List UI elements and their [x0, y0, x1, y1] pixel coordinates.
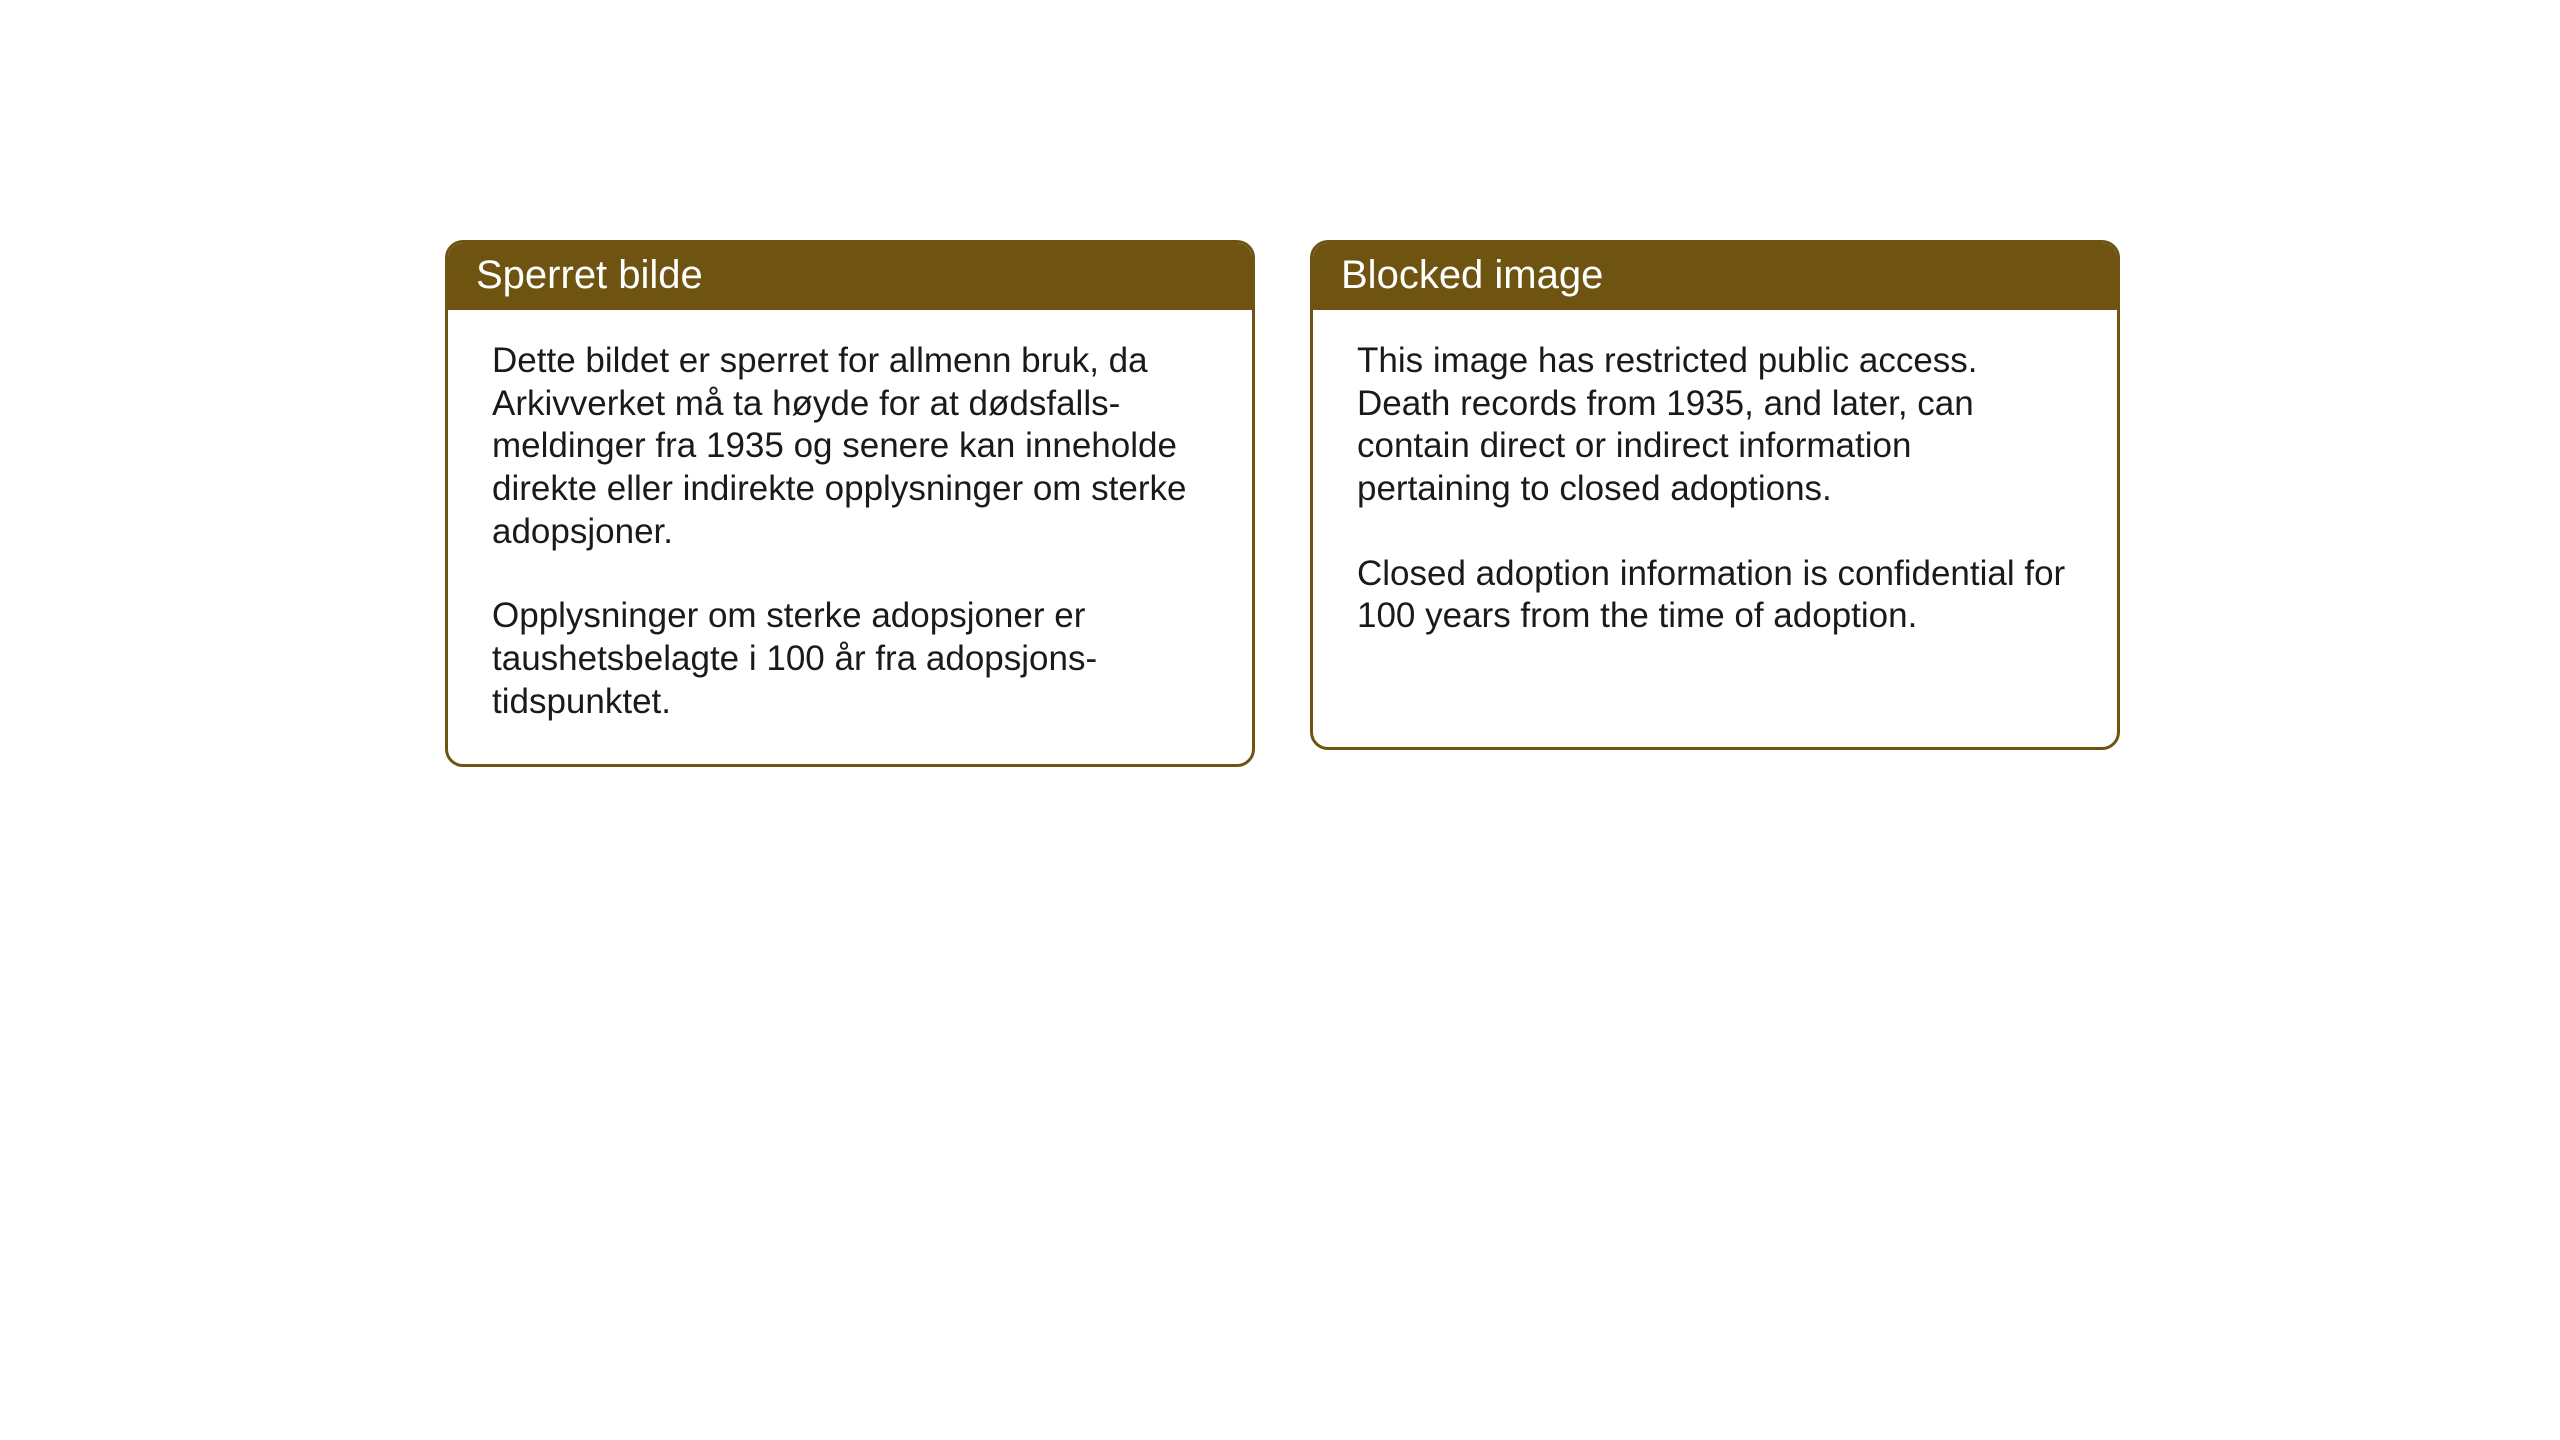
card-paragraph: Opplysninger om sterke adopsjoner er tau…	[492, 595, 1208, 723]
card-body-norwegian: Dette bildet er sperret for allmenn bruk…	[448, 310, 1252, 764]
card-title: Sperret bilde	[476, 253, 703, 297]
notice-card-english: Blocked image This image has restricted …	[1310, 240, 2120, 750]
notice-card-norwegian: Sperret bilde Dette bildet er sperret fo…	[445, 240, 1255, 767]
card-paragraph: Dette bildet er sperret for allmenn bruk…	[492, 340, 1208, 553]
card-body-english: This image has restricted public access.…	[1313, 310, 2117, 678]
card-paragraph: Closed adoption information is confident…	[1357, 553, 2073, 638]
card-paragraph: This image has restricted public access.…	[1357, 340, 2073, 511]
card-title: Blocked image	[1341, 253, 1603, 297]
card-header-english: Blocked image	[1313, 243, 2117, 310]
notice-container: Sperret bilde Dette bildet er sperret fo…	[445, 240, 2120, 767]
card-header-norwegian: Sperret bilde	[448, 243, 1252, 310]
